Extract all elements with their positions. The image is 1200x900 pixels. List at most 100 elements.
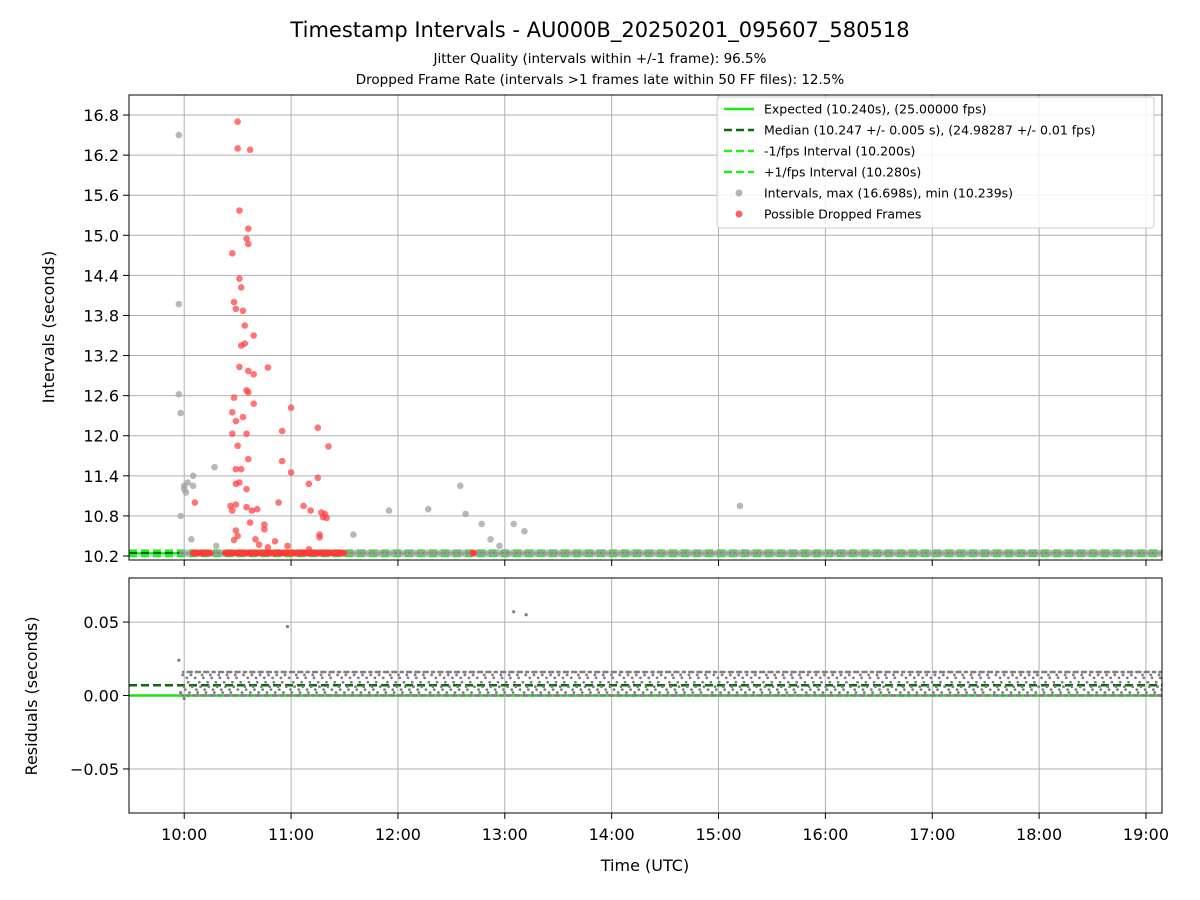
residual-point bbox=[791, 694, 795, 697]
residual-outlier-point bbox=[524, 613, 528, 617]
residual-point bbox=[582, 680, 586, 684]
residual-point bbox=[679, 673, 683, 677]
residual-point bbox=[1066, 688, 1070, 692]
residual-point bbox=[347, 688, 350, 692]
residual-point bbox=[503, 670, 507, 674]
residual-point bbox=[525, 694, 529, 697]
residual-outlier-point bbox=[182, 696, 186, 701]
residual-point bbox=[871, 691, 874, 694]
residual-point bbox=[1122, 670, 1125, 674]
residual-point bbox=[683, 691, 686, 694]
residual-point bbox=[973, 691, 977, 694]
residual-point bbox=[212, 691, 216, 694]
residual-point bbox=[1030, 688, 1034, 692]
residual-point bbox=[652, 685, 656, 689]
dropped-frame-point bbox=[229, 430, 236, 438]
dropped-frame-point bbox=[340, 549, 348, 557]
residual-point bbox=[197, 680, 201, 684]
residual-point bbox=[980, 688, 984, 692]
residual-point bbox=[864, 680, 868, 684]
residual-point bbox=[337, 685, 341, 689]
residual-point bbox=[520, 670, 523, 674]
interval-point bbox=[496, 542, 503, 550]
residual-point bbox=[923, 691, 927, 694]
residual-point bbox=[457, 670, 461, 674]
residual-point bbox=[677, 685, 681, 689]
legend-entry-upper-bound: +1/fps Interval (10.280s) bbox=[724, 165, 921, 180]
residual-point bbox=[781, 673, 785, 677]
residual-point bbox=[1081, 676, 1085, 680]
residual-point bbox=[435, 680, 439, 684]
interval-point bbox=[487, 535, 494, 543]
residual-point bbox=[1117, 676, 1121, 680]
residual-point bbox=[277, 688, 281, 692]
residual-point bbox=[728, 673, 732, 677]
residual-point bbox=[730, 685, 734, 689]
interval-point bbox=[478, 520, 485, 528]
y-tick-label: 14.4 bbox=[83, 266, 119, 285]
residual-point bbox=[843, 676, 847, 680]
residual-point bbox=[1071, 673, 1075, 677]
residual-point bbox=[1131, 685, 1135, 689]
residual-point bbox=[793, 691, 797, 694]
residual-point bbox=[258, 694, 262, 697]
residual-point bbox=[415, 694, 419, 697]
residual-point bbox=[361, 673, 364, 677]
residual-point bbox=[543, 670, 546, 674]
residual-point bbox=[409, 691, 413, 694]
residual-point bbox=[443, 680, 447, 684]
residual-point bbox=[467, 676, 471, 680]
residual-point bbox=[705, 676, 709, 680]
legend-label-dropped: Possible Dropped Frames bbox=[764, 207, 921, 222]
residual-point bbox=[579, 688, 583, 692]
residual-point bbox=[354, 685, 357, 689]
residual-point bbox=[922, 680, 926, 684]
residual-point bbox=[327, 673, 331, 677]
residual-point bbox=[528, 676, 532, 680]
residual-point bbox=[992, 691, 996, 694]
residual-point bbox=[1042, 694, 1045, 697]
residual-point bbox=[739, 670, 743, 674]
residual-point bbox=[243, 685, 247, 689]
residual-point bbox=[452, 680, 456, 684]
residual-point bbox=[486, 694, 490, 697]
residual-point bbox=[398, 676, 402, 680]
residual-point bbox=[1073, 676, 1077, 680]
residual-point bbox=[1077, 680, 1081, 684]
dropped-frame-point bbox=[236, 363, 243, 371]
residual-point bbox=[1002, 673, 1006, 677]
residual-point bbox=[940, 691, 944, 694]
residual-point bbox=[1062, 685, 1065, 689]
residual-point bbox=[253, 688, 256, 692]
residual-point bbox=[511, 691, 515, 694]
residual-point bbox=[917, 673, 920, 677]
residual-point bbox=[676, 680, 680, 684]
residual-point bbox=[988, 688, 992, 692]
residual-point bbox=[204, 694, 207, 697]
residual-point bbox=[1059, 691, 1063, 694]
residual-point bbox=[793, 670, 797, 674]
residual-point bbox=[307, 670, 310, 674]
residual-point bbox=[1026, 691, 1029, 694]
interval-point bbox=[177, 512, 184, 520]
dropped-frame-point bbox=[250, 400, 257, 407]
residual-point bbox=[441, 688, 444, 692]
residual-point bbox=[255, 680, 259, 684]
residual-point bbox=[190, 670, 193, 674]
residual-point bbox=[687, 673, 691, 677]
residual-point bbox=[842, 688, 845, 692]
residual-point bbox=[553, 676, 557, 680]
residual-point bbox=[1084, 670, 1088, 674]
residual-point bbox=[589, 670, 593, 674]
residual-point bbox=[315, 691, 319, 694]
residual-point bbox=[970, 676, 974, 680]
x-tick-label: 17:00 bbox=[909, 825, 955, 844]
residual-point bbox=[355, 688, 359, 692]
residual-point bbox=[888, 670, 891, 674]
residual-point bbox=[623, 680, 627, 684]
residual-point bbox=[401, 670, 405, 674]
residual-point bbox=[699, 691, 703, 694]
residual-point bbox=[861, 688, 865, 692]
residual-point bbox=[325, 680, 328, 684]
residual-point bbox=[1078, 685, 1082, 689]
